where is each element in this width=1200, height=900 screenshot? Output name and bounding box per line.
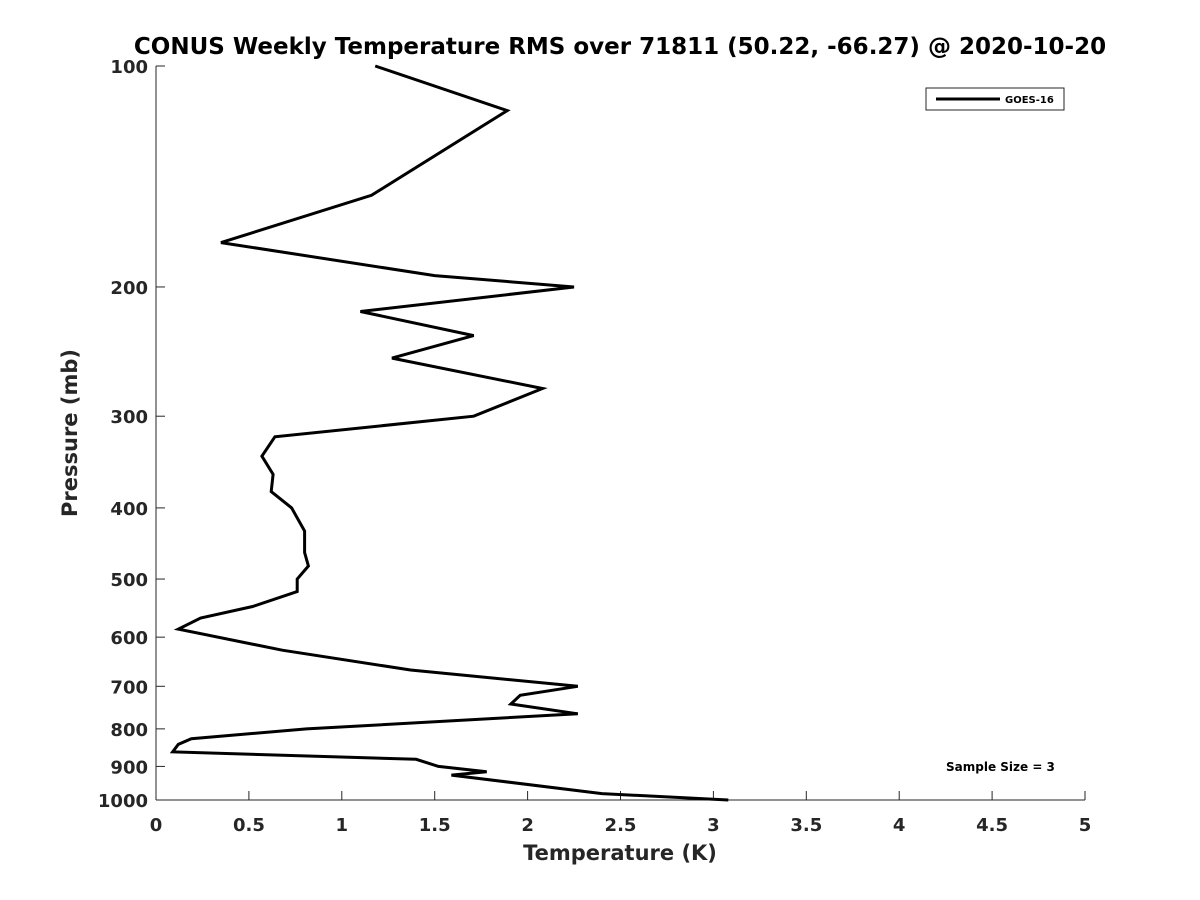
- x-tick-label: 0: [150, 815, 163, 836]
- x-tick-label: 4: [893, 815, 906, 836]
- y-tick-label: 500: [110, 570, 148, 591]
- y-tick-label: 700: [110, 677, 148, 698]
- x-ticks: 0 0.5 1 1.5 2 2.5 3 3.5 4 4.5 5: [150, 791, 1092, 836]
- y-tick-label: 900: [110, 757, 148, 778]
- sample-size-annotation: Sample Size = 3: [946, 760, 1055, 774]
- y-tick-label: 300: [110, 407, 148, 428]
- series-layer: [169, 64, 729, 802]
- x-tick-label: 1.5: [419, 815, 451, 836]
- x-tick-label: 1: [336, 815, 349, 836]
- x-tick-label: 4.5: [976, 815, 1008, 836]
- y-axis-label: Pressure (mb): [58, 349, 82, 517]
- series-line-goes-16: [169, 64, 729, 802]
- x-tick-label: 0.5: [233, 815, 265, 836]
- legend-entry: GOES-16: [1005, 95, 1054, 106]
- y-ticks: 100 200 300 400 500 600 700 800 900 1000: [98, 57, 165, 812]
- y-tick-label: 1000: [98, 791, 148, 812]
- chart-title: CONUS Weekly Temperature RMS over 71811 …: [134, 34, 1106, 60]
- x-tick-label: 3.5: [790, 815, 822, 836]
- x-tick-label: 5: [1079, 815, 1092, 836]
- y-tick-label: 200: [110, 278, 148, 299]
- x-tick-label: 2.5: [605, 815, 637, 836]
- y-tick-label: 800: [110, 720, 148, 741]
- y-tick-label: 600: [110, 628, 148, 649]
- x-tick-label: 3: [707, 815, 720, 836]
- x-tick-label: 2: [521, 815, 534, 836]
- x-axis-label: Temperature (K): [523, 841, 717, 865]
- legend: GOES-16: [925, 87, 1065, 111]
- y-tick-label: 400: [110, 499, 148, 520]
- y-tick-label: 100: [110, 57, 148, 78]
